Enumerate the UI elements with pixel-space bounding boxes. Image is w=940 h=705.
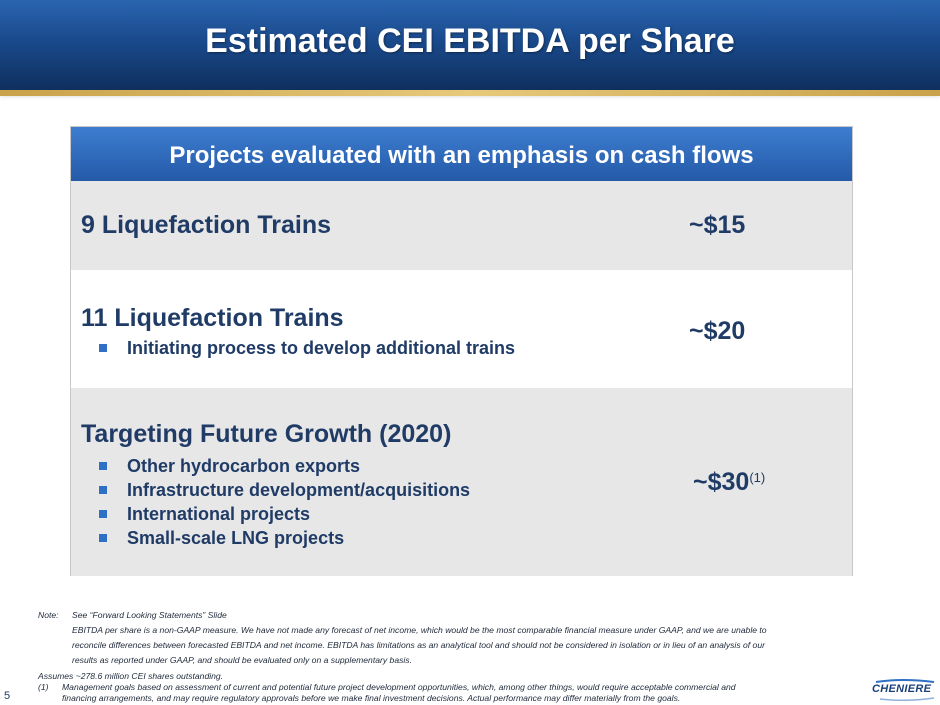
bullet-text: Small-scale LNG projects <box>127 528 345 548</box>
square-bullet-icon <box>99 344 107 352</box>
title-bar: Estimated CEI EBITDA per Share <box>0 0 940 96</box>
footnote-line: financing arrangements, and may require … <box>62 693 681 703</box>
ebitda-table: Projects evaluated with an emphasis on c… <box>70 126 853 576</box>
note-line: reconcile differences between forecasted… <box>72 640 765 650</box>
row-label: 9 Liquefaction Trains <box>81 211 332 239</box>
list-item: Other hydrocarbon exports <box>95 454 470 478</box>
cheniere-logo: CHENIERE <box>872 679 938 701</box>
square-bullet-icon <box>99 510 107 518</box>
table-row: Targeting Future Growth (2020) Other hyd… <box>71 388 852 576</box>
bullet-text: International projects <box>127 504 311 524</box>
bullet-text: Infrastructure development/acquisitions <box>127 480 471 500</box>
table-row: 9 Liquefaction Trains ~$15 <box>71 181 852 270</box>
row-label: Targeting Future Growth (2020) <box>81 420 452 448</box>
note-line: results as reported under GAAP, and shou… <box>72 655 412 665</box>
row-value: ~$20 <box>689 317 746 345</box>
bullet-list: Initiating process to develop additional… <box>95 336 515 360</box>
bullet-list: Other hydrocarbon exports Infrastructure… <box>95 454 470 550</box>
list-item: Initiating process to develop additional… <box>95 336 515 360</box>
square-bullet-icon <box>99 486 107 494</box>
footnote-label: (1) <box>38 682 49 692</box>
page-number: 5 <box>4 690 11 702</box>
table-header: Projects evaluated with an emphasis on c… <box>71 127 852 181</box>
note-label: Note: <box>38 610 59 620</box>
row-value: ~$15 <box>689 211 746 239</box>
notes-section: Note: See “Forward Looking Statements” Sl… <box>38 608 858 704</box>
square-bullet-icon <box>99 534 107 542</box>
row-value: ~$30(1) <box>693 468 765 497</box>
row-value-text: ~$30 <box>693 468 750 496</box>
list-item: Small-scale LNG projects <box>95 526 470 550</box>
bullet-text: Initiating process to develop additional… <box>127 338 516 358</box>
row-label: 11 Liquefaction Trains <box>81 304 344 332</box>
square-bullet-icon <box>99 462 107 470</box>
footnote-ref: (1) <box>749 470 766 485</box>
footnote-text: Management goals based on assessment of … <box>62 682 736 692</box>
assumptions-line: Assumes ~278.6 million CEI shares outsta… <box>38 671 224 681</box>
footnote-line: (1) Management goals based on assessment … <box>38 682 858 693</box>
list-item: Infrastructure development/acquisitions <box>95 478 470 502</box>
note-text: See “Forward Looking Statements” Slide <box>72 610 227 620</box>
logo-swoosh-icon <box>875 679 935 701</box>
bullet-text: Other hydrocarbon exports <box>127 456 361 476</box>
note-line: Note: See “Forward Looking Statements” Sl… <box>38 608 858 623</box>
table-row: 11 Liquefaction Trains Initiating proces… <box>71 270 852 388</box>
note-line: EBITDA per share is a non-GAAP measure. … <box>72 625 767 635</box>
logo-text: CHENIERE <box>872 683 932 695</box>
page-title: Estimated CEI EBITDA per Share <box>205 22 735 60</box>
list-item: International projects <box>95 502 470 526</box>
